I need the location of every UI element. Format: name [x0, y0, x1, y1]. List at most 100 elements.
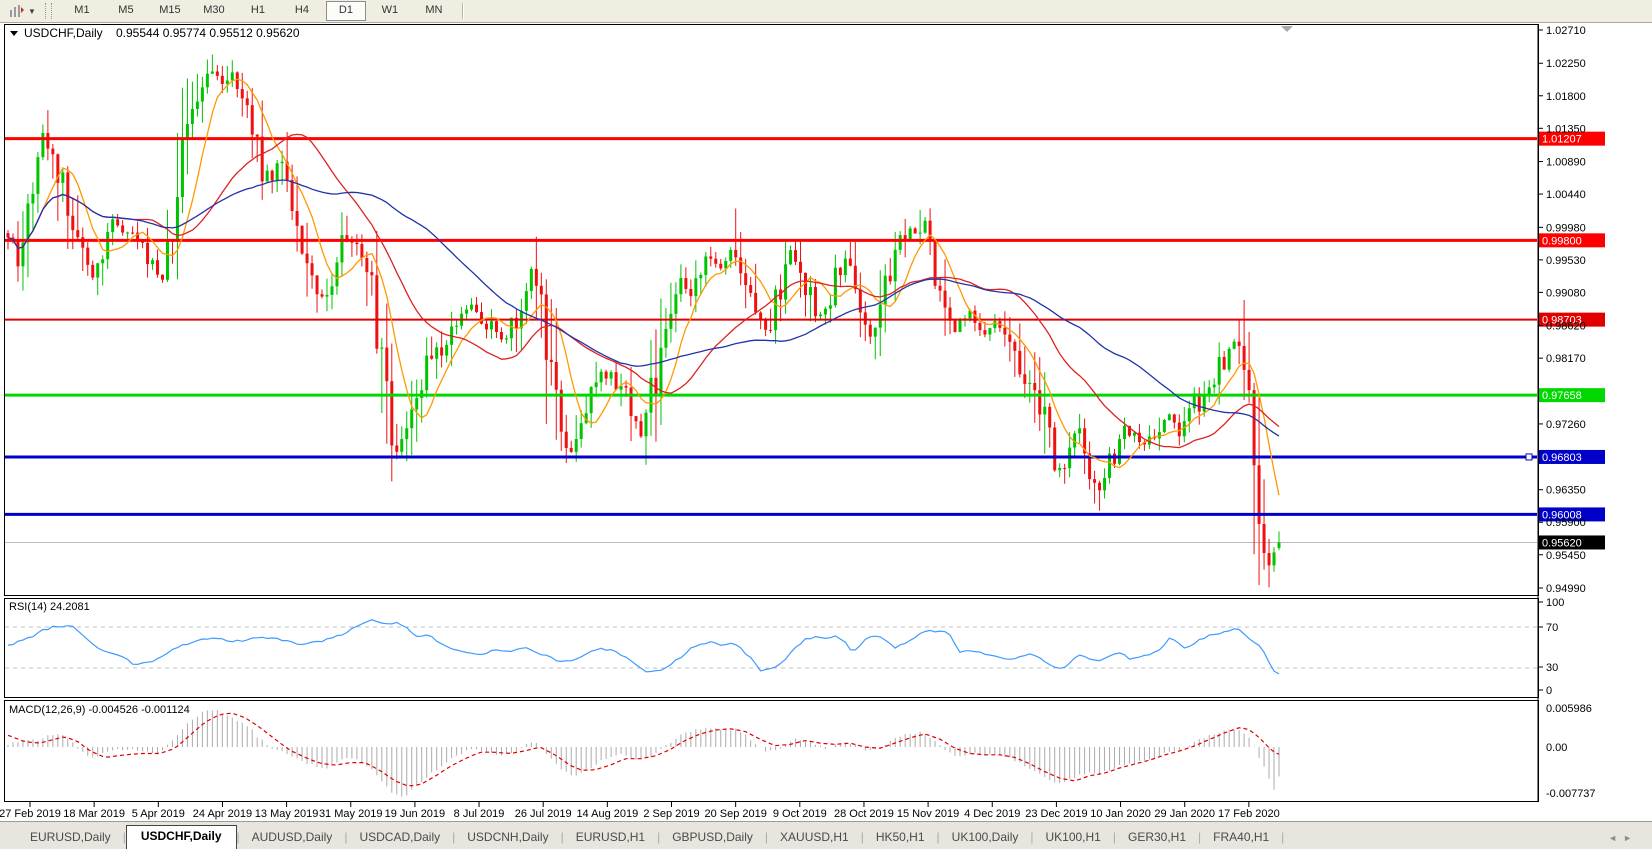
chart-tab-uk100-daily[interactable]: UK100,Daily [951, 830, 1019, 844]
date-axis-label: 5 Apr 2019 [132, 808, 185, 820]
macd-pane[interactable] [4, 700, 1539, 802]
candle-bull [111, 219, 115, 232]
candle-bear [719, 263, 723, 269]
tabs-scroll-right-icon[interactable]: ► [1623, 833, 1638, 843]
candle-bear [46, 133, 50, 149]
period-button-group: M1 M5 M15 M30 H1 H4 D1 W1 MN [60, 1, 456, 21]
chart-tab-audusd-daily[interactable]: AUDUSD,Daily [251, 830, 333, 844]
chart-tab-gbpusd-daily[interactable]: GBPUSD,Daily [672, 830, 753, 844]
candle-bear [1008, 334, 1012, 342]
candle-bear [71, 215, 75, 231]
candle-bear [1237, 341, 1241, 346]
candle-bear [51, 148, 55, 155]
price-axis-label: 1.02710 [1546, 25, 1586, 37]
candle-bear [684, 278, 688, 289]
date-axis-label: 14 Aug 2019 [576, 808, 638, 820]
chart-tab-eurusd-h1[interactable]: EURUSD,H1 [575, 830, 646, 844]
candle-bear [749, 285, 753, 293]
period-button-mn[interactable]: MN [425, 4, 443, 16]
symbol-dropdown-icon[interactable] [10, 31, 18, 36]
candle-bear [549, 359, 553, 363]
candle-bull [918, 232, 922, 234]
candle-bear [868, 324, 872, 337]
chart-tab-uk100-h1[interactable]: UK100,H1 [1045, 830, 1101, 844]
candle-bear [1048, 406, 1052, 428]
candle-bull [489, 321, 493, 330]
period-button-h4[interactable]: H4 [294, 4, 309, 16]
chart-tab-ger30-h1[interactable]: GER30,H1 [1127, 830, 1187, 844]
timeframes-icon-glyph [10, 5, 24, 17]
date-axis[interactable]: 27 Feb 2019 18 Mar 2019 5 Apr 2019 24 Apr 2… [0, 802, 1280, 820]
chart-tab-usdcnh-daily[interactable]: USDCNH,Daily [467, 830, 549, 844]
price-axis[interactable]: 1.01207 0.99800 0.98703 0.97658 0.96803 0.960… [1537, 24, 1605, 802]
period-button-d1[interactable]: D1 [325, 1, 366, 21]
chart-tab-fra40-h1[interactable]: FRA40,H1 [1213, 830, 1270, 844]
chevron-down-icon: ▼ [28, 6, 36, 16]
period-button-h1[interactable]: H1 [250, 4, 265, 16]
toolbar-grip[interactable] [44, 3, 52, 19]
candle-bear [121, 225, 125, 233]
candle-bull [425, 355, 429, 391]
candle-bull [1132, 432, 1136, 436]
candle-bull [908, 228, 912, 241]
candle-bear [480, 312, 484, 324]
candle-bull [126, 232, 130, 234]
period-button-m15[interactable]: M15 [159, 4, 181, 16]
price-pane[interactable] [4, 24, 1539, 596]
candle-bull [1202, 395, 1206, 412]
candle-bear [1038, 390, 1042, 415]
price-tag-text: 0.96008 [1542, 509, 1582, 521]
rsi-pane[interactable] [4, 598, 1539, 698]
chart-shift-marker[interactable] [1281, 26, 1293, 32]
ma-mid-line [7, 133, 1280, 449]
date-axis-label: 8 Jul 2019 [454, 808, 505, 820]
candle-bull [280, 161, 284, 164]
candle-bull [195, 101, 199, 109]
period-button-m1[interactable]: M1 [74, 4, 90, 16]
period-button-m5[interactable]: M5 [118, 4, 134, 16]
toolbar: ▼ M1 M5 M15 M30 H1 H4 D1 W1 MN [0, 0, 1652, 23]
price-axis-label: 1.01350 [1546, 123, 1586, 135]
candle-bear [86, 247, 90, 265]
candle-bear [1018, 350, 1022, 375]
candle-bull [828, 305, 832, 309]
line-handle[interactable] [1525, 453, 1533, 461]
candle-bear [928, 220, 932, 240]
candle-bull [106, 231, 110, 260]
candle-bear [1197, 393, 1201, 412]
candle-bear [1003, 327, 1007, 335]
candle-bull [704, 256, 708, 275]
date-axis-label: 15 Nov 2019 [897, 808, 959, 820]
candle-bear [754, 292, 758, 313]
tab-separator: | [1198, 830, 1202, 844]
candle-bear [913, 228, 917, 234]
chart-tab-hk50-h1[interactable]: HK50,H1 [875, 830, 925, 844]
chart-tab-eurusd-daily[interactable]: EURUSD,Daily [30, 830, 111, 844]
price-tag-0.98703 [1539, 312, 1605, 327]
chart-tab-usdcad-daily[interactable]: USDCAD,Daily [359, 830, 441, 844]
price-axis-label: 0.98620 [1546, 321, 1586, 333]
price-axis-label: 1.01800 [1546, 91, 1586, 103]
candle-bear [1172, 414, 1176, 423]
candle-bull [1073, 433, 1077, 448]
chart-ohlc-values: 0.95544 0.95774 0.95512 0.95620 [116, 26, 300, 40]
period-button-w1[interactable]: W1 [381, 4, 399, 16]
candle-bear [794, 250, 798, 262]
candle-bull [470, 304, 474, 310]
chart-tab-xauusd-h1[interactable]: XAUUSD,H1 [780, 830, 849, 844]
candle-bear [499, 331, 503, 340]
chart-tab-usdchf-daily[interactable]: USDCHF,Daily [125, 825, 237, 849]
timeframes-icon[interactable]: ▼ [6, 3, 39, 19]
candle-bull [1122, 425, 1126, 440]
candle-bull [330, 286, 334, 295]
candle-bear [270, 170, 274, 181]
price-tag-0.99800 [1539, 233, 1605, 248]
candle-bull [180, 137, 184, 198]
candle-bull [808, 287, 812, 296]
candle-bear [1142, 442, 1146, 445]
period-button-m30[interactable]: M30 [203, 4, 225, 16]
tabs-scroll-left-icon[interactable]: ◄ [1608, 833, 1624, 843]
candle-bull [883, 275, 887, 305]
candle-bear [853, 265, 857, 290]
